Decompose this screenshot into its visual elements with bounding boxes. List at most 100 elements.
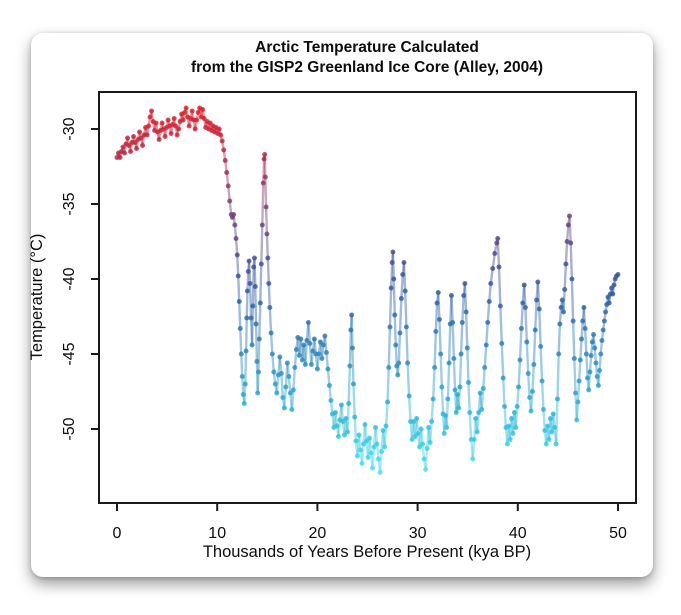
data-point — [436, 317, 442, 322]
series-segment — [253, 256, 257, 288]
series-segment — [531, 363, 536, 393]
series-segment — [278, 355, 283, 375]
series-segment — [292, 366, 297, 392]
data-point — [252, 284, 258, 289]
data-point — [517, 357, 523, 363]
series-segment — [319, 340, 324, 360]
data-point — [598, 351, 604, 357]
x-axis-ticks: 0 10 20 30 40 50 — [113, 503, 627, 542]
data-point — [579, 336, 585, 342]
data-point — [575, 399, 581, 405]
data-point — [466, 380, 472, 385]
data-point — [385, 399, 391, 405]
data-point — [265, 255, 271, 261]
data-point — [543, 441, 549, 447]
data-point — [494, 240, 500, 246]
data-point — [236, 299, 242, 304]
series-segment — [254, 285, 258, 326]
data-point — [448, 293, 454, 298]
data-point — [325, 366, 331, 372]
chart-title-line2: from the GISP2 Greenland Ice Core (Alley… — [191, 59, 543, 76]
data-point — [395, 372, 401, 378]
data-point — [134, 146, 140, 151]
series-segment — [477, 391, 482, 414]
data-point — [176, 126, 182, 132]
series-segment — [280, 372, 285, 399]
series-segment — [441, 412, 446, 435]
series-segment — [527, 372, 531, 399]
data-point — [247, 281, 253, 286]
series-segment — [387, 325, 392, 369]
series-segment — [464, 310, 469, 350]
series-segment — [536, 280, 541, 311]
series-segment — [511, 411, 516, 435]
data-point — [571, 356, 577, 361]
series-segment — [480, 387, 485, 411]
data-point — [122, 150, 128, 156]
y-tick-label: -30 — [61, 117, 78, 140]
data-point — [514, 404, 520, 409]
data-point — [225, 183, 231, 189]
data-point — [557, 321, 563, 327]
data-point — [258, 261, 264, 267]
data-point — [356, 432, 362, 438]
y-tick-label: -45 — [61, 342, 78, 365]
data-point — [280, 395, 286, 400]
series-segment — [313, 337, 318, 356]
series-segment — [354, 439, 359, 458]
data-point — [246, 258, 252, 264]
data-point — [471, 437, 477, 442]
data-point — [580, 318, 586, 324]
data-point — [349, 345, 355, 351]
series-segment — [375, 442, 380, 461]
series-segment — [461, 294, 465, 324]
data-point — [594, 374, 600, 379]
series-segment — [277, 355, 282, 377]
data-point — [506, 423, 512, 429]
data-point — [402, 288, 408, 294]
series-segment — [501, 376, 506, 408]
series-segment — [574, 391, 578, 422]
series-segment — [583, 327, 588, 356]
data-point — [180, 117, 186, 123]
x-tick-label: 30 — [409, 525, 427, 542]
data-point — [450, 320, 456, 325]
series-segment — [535, 280, 540, 302]
data-point — [283, 384, 289, 390]
series-segment — [508, 417, 513, 441]
data-point — [222, 158, 228, 163]
data-point — [149, 108, 155, 114]
data-point — [429, 419, 435, 424]
series-segment — [366, 436, 371, 459]
series-segment — [392, 277, 396, 317]
series-segment — [521, 283, 526, 305]
series-segment — [255, 360, 259, 395]
data-point — [241, 401, 247, 406]
data-point — [516, 384, 522, 390]
series-segment — [577, 358, 582, 383]
series-segment — [305, 321, 310, 342]
data-point — [165, 117, 171, 123]
data-point — [595, 383, 601, 388]
series-segment — [398, 297, 403, 335]
series-segment — [430, 397, 435, 423]
series-segment — [529, 390, 534, 413]
series-segment — [406, 361, 411, 398]
series-segment — [489, 267, 494, 285]
data-point — [117, 155, 123, 160]
data-point — [560, 309, 566, 315]
data-point — [393, 342, 399, 348]
series-segment — [287, 375, 292, 395]
data-point — [444, 425, 450, 430]
data-point — [235, 273, 241, 279]
series-segment — [439, 352, 444, 389]
series-segment — [554, 397, 559, 446]
series-segment — [325, 351, 330, 371]
series-segment — [473, 417, 477, 441]
series-segment — [314, 352, 319, 371]
series-segment — [431, 366, 436, 401]
data-point — [554, 396, 560, 402]
data-point — [486, 299, 492, 304]
data-point — [500, 375, 506, 381]
series-segment — [362, 423, 367, 446]
